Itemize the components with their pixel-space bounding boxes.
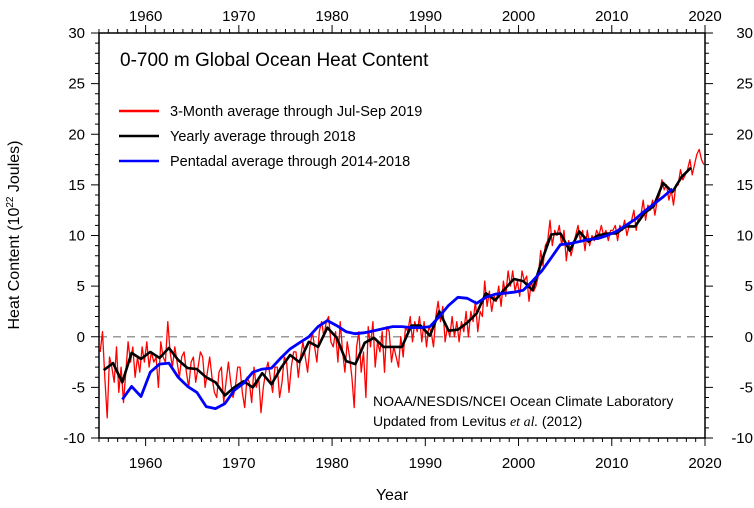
x-tick-label-bottom: 1980	[315, 455, 348, 472]
y-tick-label-left: 0	[77, 329, 85, 346]
annotation-prefix: Updated from Levitus	[373, 413, 510, 429]
y-tick-label-left: -5	[72, 379, 85, 396]
y-tick-label-right: 25	[736, 76, 753, 93]
y-tick-label-left: 25	[68, 76, 85, 93]
y-tick-label-right: -10	[731, 430, 753, 447]
x-tick-label-bottom: 2020	[688, 455, 721, 472]
y-axis-title-main: Heat Content (10	[6, 208, 23, 330]
y-tick-label-left: 5	[77, 278, 85, 295]
source-annotation-line1: NOAA/NESDIS/NCEI Ocean Climate Laborator…	[373, 393, 673, 409]
y-axis-title: Heat Content (1022 Joules)	[5, 140, 23, 329]
series-pentadal-average-line	[121, 187, 674, 411]
x-tick-label-top: 2010	[595, 8, 628, 25]
y-tick-label-left: 20	[68, 126, 85, 143]
y-tick-label-left: 30	[68, 25, 85, 42]
legend: 3-Month average through Jul-Sep 2019 Yea…	[119, 104, 422, 170]
legend-label-3-month: 3-Month average through Jul-Sep 2019	[170, 104, 422, 120]
y-tick-label-left: -10	[63, 430, 85, 447]
y-axis-title-suffix: Joules)	[6, 140, 23, 196]
legend-label-pentadal: Pentadal average through 2014-2018	[170, 154, 410, 170]
y-tick-label-right: 15	[736, 177, 753, 194]
y-tick-label-right: 10	[736, 228, 753, 245]
x-axis-title: Year	[376, 487, 409, 504]
x-tick-label-top: 2000	[502, 8, 535, 25]
y-tick-label-right: 5	[745, 278, 753, 295]
x-tick-label-bottom: 1990	[409, 455, 442, 472]
x-tick-label-top: 1970	[222, 8, 255, 25]
chart-title: 0-700 m Global Ocean Heat Content	[120, 50, 429, 71]
x-tick-label-bottom: 1970	[222, 455, 255, 472]
x-tick-label-top: 1980	[315, 8, 348, 25]
x-tick-label-bottom: 2000	[502, 455, 535, 472]
x-tick-label-bottom: 1960	[129, 455, 162, 472]
x-tick-label-top: 1990	[409, 8, 442, 25]
legend-label-yearly: Yearly average through 2018	[170, 129, 356, 145]
y-tick-label-left: 15	[68, 177, 85, 194]
y-tick-label-left: 10	[68, 228, 85, 245]
annotation-suffix: (2012)	[538, 413, 582, 429]
source-annotation-line2: Updated from Levitus et al. (2012)	[373, 413, 582, 430]
series-pentadal-average-group	[121, 187, 674, 411]
y-tick-label-right: 30	[736, 25, 753, 42]
y-tick-label-right: 0	[745, 329, 753, 346]
x-tick-label-top: 1960	[129, 8, 162, 25]
x-tick-label-top: 2020	[688, 8, 721, 25]
y-tick-label-right: 20	[736, 126, 753, 143]
x-tick-label-bottom: 2010	[595, 455, 628, 472]
y-tick-label-right: -5	[740, 379, 753, 396]
annotation-italic: et al.	[510, 415, 538, 430]
y-axis-title-exponent: 22	[5, 196, 16, 208]
